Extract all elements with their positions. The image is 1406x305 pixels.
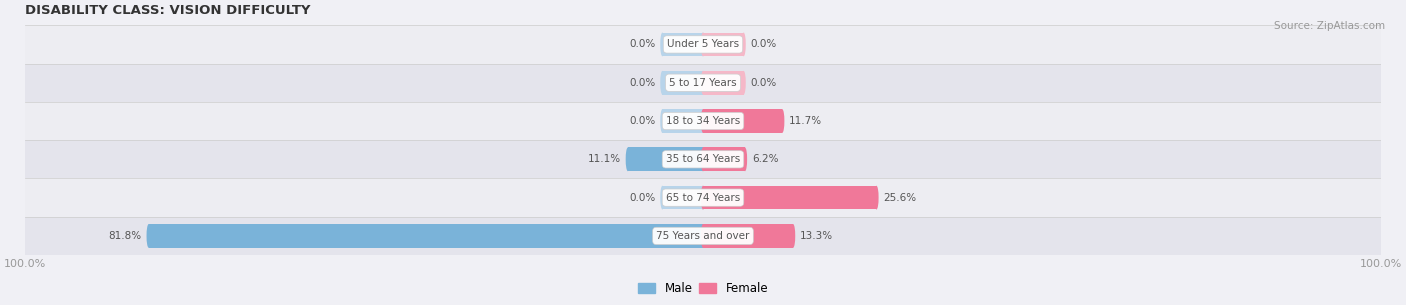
Circle shape bbox=[702, 224, 704, 248]
Text: 75 Years and over: 75 Years and over bbox=[657, 231, 749, 241]
Circle shape bbox=[702, 33, 704, 56]
Circle shape bbox=[661, 109, 665, 133]
Text: 0.0%: 0.0% bbox=[751, 39, 776, 49]
Bar bbox=[662, 33, 703, 56]
Circle shape bbox=[702, 186, 704, 210]
Text: 65 to 74 Years: 65 to 74 Years bbox=[666, 193, 740, 203]
Circle shape bbox=[875, 186, 879, 210]
Circle shape bbox=[661, 71, 665, 95]
Text: 25.6%: 25.6% bbox=[883, 193, 917, 203]
Text: 0.0%: 0.0% bbox=[630, 39, 655, 49]
Text: 11.7%: 11.7% bbox=[789, 116, 823, 126]
Circle shape bbox=[702, 109, 704, 133]
Bar bbox=[703, 33, 744, 56]
Text: Under 5 Years: Under 5 Years bbox=[666, 39, 740, 49]
Text: 13.3%: 13.3% bbox=[800, 231, 832, 241]
Bar bbox=[627, 147, 703, 171]
Text: DISABILITY CLASS: VISION DIFFICULTY: DISABILITY CLASS: VISION DIFFICULTY bbox=[25, 4, 311, 17]
Bar bbox=[703, 186, 876, 210]
Circle shape bbox=[780, 109, 785, 133]
Text: 11.1%: 11.1% bbox=[588, 154, 621, 164]
Text: 0.0%: 0.0% bbox=[630, 78, 655, 88]
Bar bbox=[25, 217, 1381, 255]
Bar bbox=[703, 224, 793, 248]
Circle shape bbox=[741, 71, 745, 95]
Text: 0.0%: 0.0% bbox=[751, 78, 776, 88]
Circle shape bbox=[702, 33, 704, 56]
Bar bbox=[662, 109, 703, 133]
Text: 5 to 17 Years: 5 to 17 Years bbox=[669, 78, 737, 88]
Circle shape bbox=[702, 147, 704, 171]
Circle shape bbox=[742, 147, 747, 171]
Bar bbox=[703, 147, 745, 171]
Bar bbox=[25, 178, 1381, 217]
Text: 0.0%: 0.0% bbox=[630, 116, 655, 126]
Circle shape bbox=[702, 186, 704, 210]
Text: Source: ZipAtlas.com: Source: ZipAtlas.com bbox=[1274, 21, 1385, 31]
Bar bbox=[25, 102, 1381, 140]
Bar bbox=[149, 224, 703, 248]
Text: 0.0%: 0.0% bbox=[630, 193, 655, 203]
Circle shape bbox=[702, 224, 704, 248]
Circle shape bbox=[741, 33, 745, 56]
Circle shape bbox=[702, 71, 704, 95]
Circle shape bbox=[661, 186, 665, 210]
Circle shape bbox=[702, 109, 704, 133]
Bar bbox=[25, 25, 1381, 63]
Bar bbox=[25, 140, 1381, 178]
Legend: Male, Female: Male, Female bbox=[633, 277, 773, 300]
Circle shape bbox=[146, 224, 150, 248]
Bar bbox=[25, 63, 1381, 102]
Bar bbox=[662, 71, 703, 95]
Bar bbox=[662, 186, 703, 210]
Circle shape bbox=[626, 147, 630, 171]
Circle shape bbox=[792, 224, 796, 248]
Bar bbox=[703, 71, 744, 95]
Bar bbox=[703, 109, 782, 133]
Text: 81.8%: 81.8% bbox=[108, 231, 142, 241]
Circle shape bbox=[702, 71, 704, 95]
Text: 18 to 34 Years: 18 to 34 Years bbox=[666, 116, 740, 126]
Circle shape bbox=[702, 147, 704, 171]
Circle shape bbox=[661, 33, 665, 56]
Text: 6.2%: 6.2% bbox=[752, 154, 779, 164]
Text: 35 to 64 Years: 35 to 64 Years bbox=[666, 154, 740, 164]
